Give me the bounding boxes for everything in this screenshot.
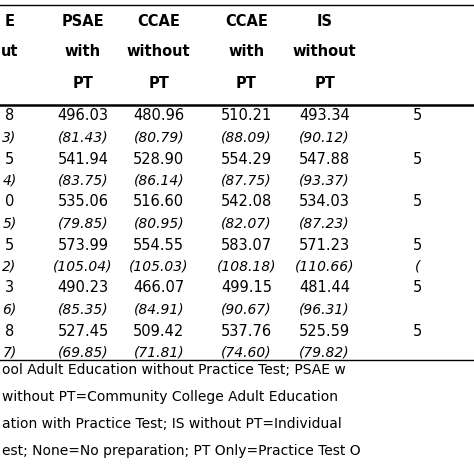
Text: 2): 2) <box>2 259 17 273</box>
Text: (80.79): (80.79) <box>134 130 184 145</box>
Text: (110.66): (110.66) <box>295 259 355 273</box>
Text: (79.85): (79.85) <box>58 217 108 230</box>
Text: (: ( <box>414 259 420 273</box>
Text: (88.09): (88.09) <box>221 130 272 145</box>
Text: 8: 8 <box>5 323 14 338</box>
Text: (87.75): (87.75) <box>221 173 272 188</box>
Text: 8: 8 <box>5 109 14 124</box>
Text: 466.07: 466.07 <box>133 281 184 295</box>
Text: without: without <box>293 45 356 60</box>
Text: 5: 5 <box>5 152 14 166</box>
Text: E: E <box>4 15 15 29</box>
Text: (108.18): (108.18) <box>217 259 276 273</box>
Text: 4): 4) <box>2 173 17 188</box>
Text: (105.03): (105.03) <box>129 259 189 273</box>
Text: ation with Practice Test; IS without PT=Individual: ation with Practice Test; IS without PT=… <box>2 417 342 431</box>
Text: 542.08: 542.08 <box>221 194 272 210</box>
Text: est; None=No preparation; PT Only=Practice Test O: est; None=No preparation; PT Only=Practi… <box>2 444 361 458</box>
Text: CCAE: CCAE <box>225 15 268 29</box>
Text: ut: ut <box>1 45 18 60</box>
Text: 6): 6) <box>2 302 17 317</box>
Text: 547.88: 547.88 <box>299 152 350 166</box>
Text: 5): 5) <box>2 217 17 230</box>
Text: (71.81): (71.81) <box>134 346 184 359</box>
Text: 583.07: 583.07 <box>221 237 272 253</box>
Text: 5: 5 <box>412 281 422 295</box>
Text: IS: IS <box>317 15 333 29</box>
Text: 554.55: 554.55 <box>133 237 184 253</box>
Text: 3: 3 <box>5 281 14 295</box>
Text: (79.82): (79.82) <box>300 346 350 359</box>
Text: 573.99: 573.99 <box>57 237 109 253</box>
Text: 5: 5 <box>5 237 14 253</box>
Text: (93.37): (93.37) <box>300 173 350 188</box>
Text: 541.94: 541.94 <box>57 152 109 166</box>
Text: ool Adult Education without Practice Test; PSAE w: ool Adult Education without Practice Tes… <box>2 363 346 377</box>
Text: (69.85): (69.85) <box>58 346 108 359</box>
Text: 571.23: 571.23 <box>299 237 350 253</box>
Text: 5: 5 <box>412 109 422 124</box>
Text: 480.96: 480.96 <box>133 109 184 124</box>
Text: 537.76: 537.76 <box>221 323 272 338</box>
Text: with: with <box>65 45 101 60</box>
Text: 516.60: 516.60 <box>133 194 184 210</box>
Text: (83.75): (83.75) <box>58 173 108 188</box>
Text: 510.21: 510.21 <box>221 109 272 124</box>
Text: 3): 3) <box>2 130 17 145</box>
Text: 7): 7) <box>2 346 17 359</box>
Text: (85.35): (85.35) <box>58 302 108 317</box>
Text: 496.03: 496.03 <box>57 109 109 124</box>
Text: (80.95): (80.95) <box>134 217 184 230</box>
Text: CCAE: CCAE <box>137 15 180 29</box>
Text: 554.29: 554.29 <box>221 152 272 166</box>
Text: (90.12): (90.12) <box>300 130 350 145</box>
Text: 534.03: 534.03 <box>299 194 350 210</box>
Text: 490.23: 490.23 <box>57 281 109 295</box>
Text: (105.04): (105.04) <box>53 259 113 273</box>
Text: PT: PT <box>314 75 335 91</box>
Text: 5: 5 <box>412 237 422 253</box>
Text: 525.59: 525.59 <box>299 323 350 338</box>
Text: 5: 5 <box>412 152 422 166</box>
Text: 528.90: 528.90 <box>133 152 184 166</box>
Text: with: with <box>228 45 264 60</box>
Text: 481.44: 481.44 <box>299 281 350 295</box>
Text: (86.14): (86.14) <box>134 173 184 188</box>
Text: 499.15: 499.15 <box>221 281 272 295</box>
Text: PT: PT <box>73 75 93 91</box>
Text: 509.42: 509.42 <box>133 323 184 338</box>
Text: (81.43): (81.43) <box>58 130 108 145</box>
Text: (74.60): (74.60) <box>221 346 272 359</box>
Text: 535.06: 535.06 <box>57 194 109 210</box>
Text: 5: 5 <box>412 194 422 210</box>
Text: (96.31): (96.31) <box>300 302 350 317</box>
Text: without: without <box>127 45 191 60</box>
Text: PT: PT <box>148 75 169 91</box>
Text: (84.91): (84.91) <box>134 302 184 317</box>
Text: PT: PT <box>236 75 257 91</box>
Text: (82.07): (82.07) <box>221 217 272 230</box>
Text: 493.34: 493.34 <box>299 109 350 124</box>
Text: (87.23): (87.23) <box>300 217 350 230</box>
Text: 527.45: 527.45 <box>57 323 109 338</box>
Text: 5: 5 <box>412 323 422 338</box>
Text: 0: 0 <box>5 194 14 210</box>
Text: PSAE: PSAE <box>62 15 104 29</box>
Text: (90.67): (90.67) <box>221 302 272 317</box>
Text: without PT=Community College Adult Education: without PT=Community College Adult Educa… <box>2 390 338 404</box>
